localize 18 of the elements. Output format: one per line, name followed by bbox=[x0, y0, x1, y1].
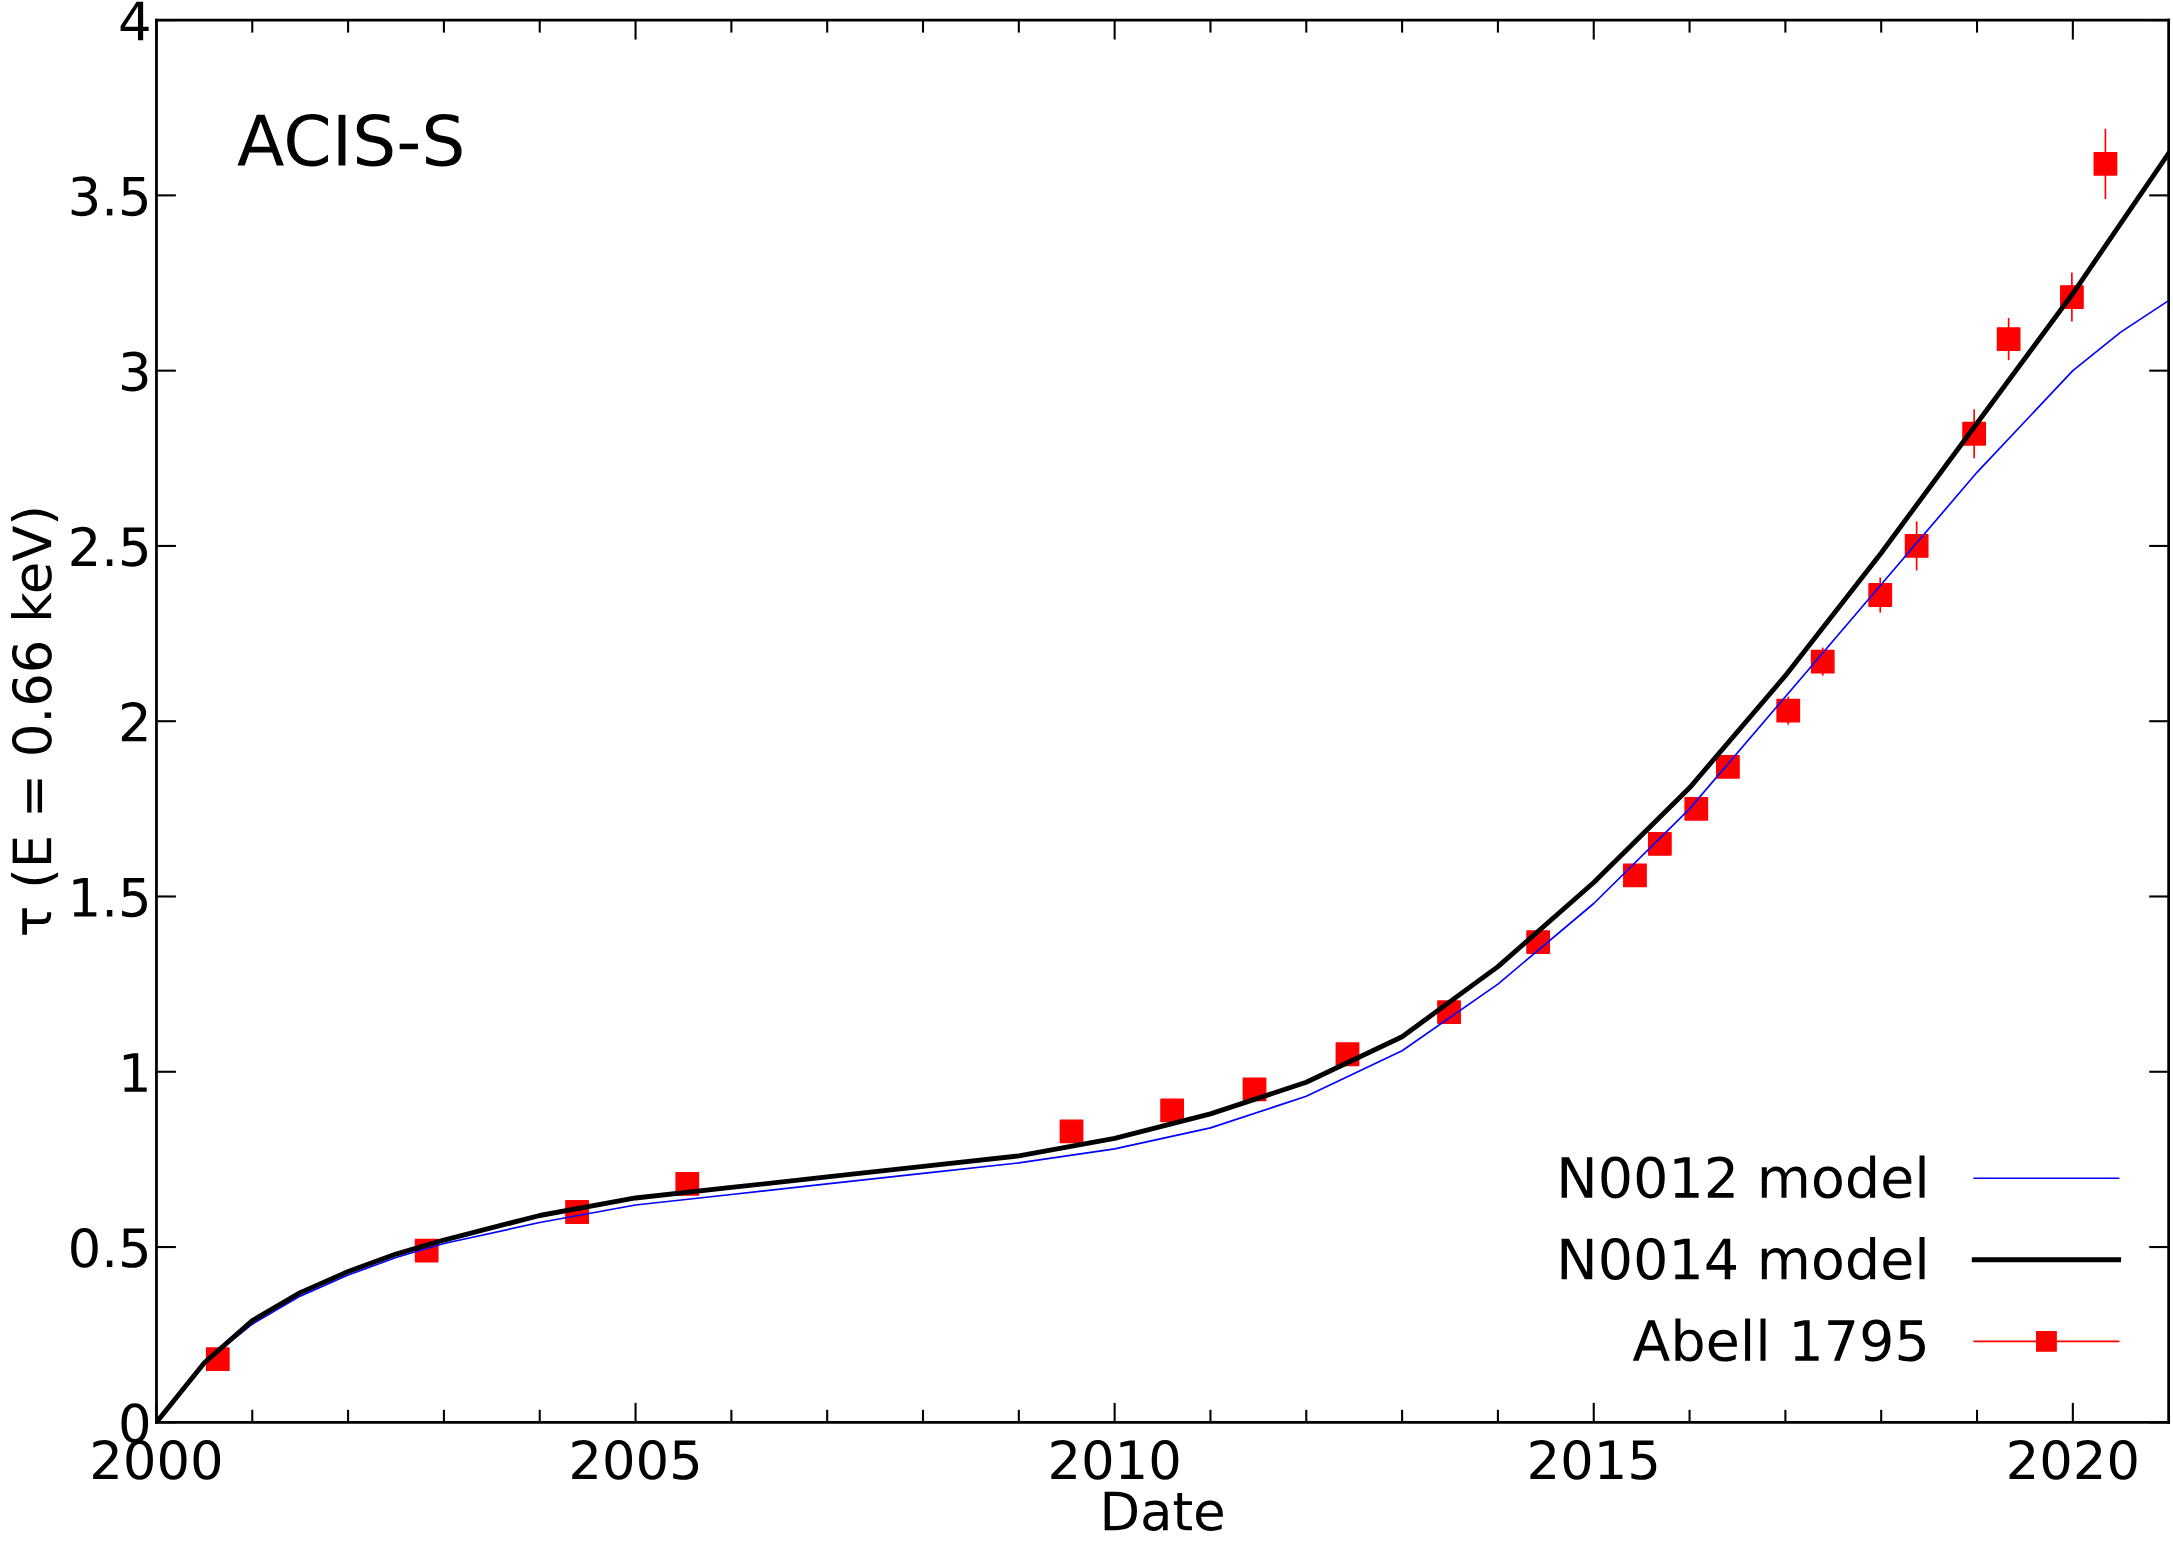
y-tick-label: 1.5 bbox=[73, 878, 147, 918]
y-tick-label: 1 bbox=[123, 1053, 147, 1092]
y-tick-label: 4 bbox=[120, 1, 149, 41]
legend-label: N0014 model bbox=[1561, 1237, 1925, 1281]
y-tick-label: 0.5 bbox=[71, 1227, 147, 1268]
y-tick-label: 2 bbox=[121, 702, 147, 742]
x-tick-label: 2005 bbox=[572, 1439, 699, 1480]
y-tick-label: 3 bbox=[122, 351, 148, 392]
legend-label: Abell 1795 bbox=[1632, 1318, 1925, 1362]
x-tick-label: 2015 bbox=[1530, 1439, 1657, 1480]
legend-label: N0012 model bbox=[1561, 1155, 1925, 1199]
x-axis-title: Date bbox=[1104, 1491, 1223, 1531]
y-tick-label: 3.5 bbox=[71, 176, 147, 217]
x-tick-label: 2020 bbox=[2009, 1439, 2137, 1480]
annotation: ACIS-S bbox=[237, 113, 462, 167]
y-axis-title: τ (E = 0.66 keV) bbox=[11, 509, 59, 935]
y-tick-label: 2.5 bbox=[71, 526, 147, 567]
x-tick-label: 2010 bbox=[1051, 1439, 1179, 1480]
